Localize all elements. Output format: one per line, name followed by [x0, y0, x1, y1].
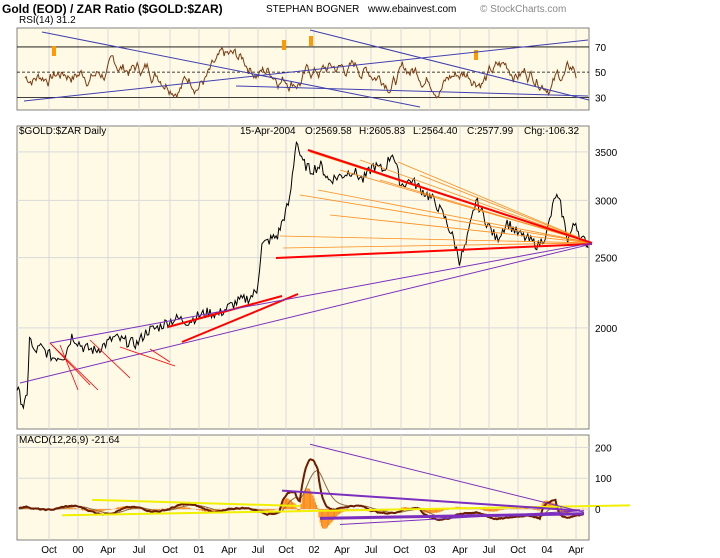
fan-line [419, 174, 593, 244]
readout-low: L:2564.40 [413, 126, 458, 137]
price-tick-label: 2500 [595, 254, 618, 265]
x-tick-label: Apr [221, 545, 237, 556]
purple-macd-trendline [339, 510, 585, 526]
price-panel-bg [16, 125, 590, 430]
flag-line [149, 348, 171, 363]
flag-line [59, 344, 79, 391]
macd-panel-bg [16, 434, 590, 541]
fan-line [279, 235, 593, 244]
purple-macd-trendline [319, 512, 585, 520]
rsi-overbought-fill [282, 40, 286, 50]
rsi-overbought-fill [52, 46, 56, 56]
fan-line [397, 161, 593, 244]
macd-tick-label: 0 [595, 505, 601, 516]
x-tick-label: Apr [100, 545, 116, 556]
macd-tick-label: 100 [595, 474, 612, 485]
price-tick-label: 2000 [595, 324, 618, 335]
trendline-layer [19, 29, 631, 526]
readout-close: C:2577.99 [467, 126, 514, 137]
x-tick-label: Jul [133, 545, 146, 556]
price-tick-label: 3000 [595, 196, 618, 207]
x-tick-label: Oct [393, 545, 409, 556]
x-tick-label: Oct [278, 545, 294, 556]
rsi-trendline [23, 39, 589, 102]
x-tick-label: 01 [193, 545, 205, 556]
rsi-panel-label: RSI(14) 31.2 [19, 15, 76, 26]
readout-high: H:2605.83 [359, 126, 406, 137]
rsi-trendline [309, 29, 590, 101]
x-tick-label: Oct [41, 545, 57, 556]
price-panel-label: $GOLD:$ZAR Daily [19, 126, 106, 137]
author-label: STEPHAN BOGNER [266, 4, 360, 15]
copyright-label: © StockCharts.com [480, 4, 567, 15]
red-channel-top [167, 295, 283, 328]
red-resistance-line [307, 149, 593, 244]
x-tick-label: Apr [568, 545, 584, 556]
x-tick-label: Apr [452, 545, 468, 556]
price-line [16, 140, 589, 410]
rsi-layer [24, 36, 577, 99]
rsi-overbought-fill [474, 50, 478, 60]
price-tick-label: 3500 [595, 148, 618, 159]
axis-layer: Oct 00 Apr Jul Oct 01 Apr Jul Oct 02 Apr Jul Oct 03 Ap… [41, 43, 617, 556]
red-channel-bottom [181, 293, 299, 343]
chart-title: Gold (EOD) / ZAR Ratio ($GOLD:$ZAR) [2, 2, 223, 16]
purple-trendline [19, 243, 593, 384]
flag-line [89, 339, 131, 379]
rsi-trendline [235, 85, 589, 97]
x-tick-label: Oct [510, 545, 526, 556]
x-tick-label: 02 [308, 545, 320, 556]
fan-line [329, 214, 593, 244]
red-support-line [275, 242, 593, 259]
website-label[interactable]: www.ebainvest.com [368, 4, 457, 15]
fan-line [282, 242, 593, 249]
fan-line [299, 194, 593, 244]
macd-tick-label: 200 [595, 443, 612, 454]
rsi-overbought-fill [309, 36, 313, 46]
rsi-tick-label: 30 [595, 93, 607, 104]
grid-layer [17, 28, 589, 540]
x-tick-label: Jul [365, 545, 378, 556]
rsi-tick-label: 70 [595, 43, 607, 54]
x-tick-label: Jul [483, 545, 496, 556]
readout-date: 15-Apr-2004 [240, 126, 296, 137]
purple-trendline [49, 242, 593, 344]
flag-line [119, 346, 176, 367]
fan-line [379, 179, 593, 244]
x-tick-label: 03 [424, 545, 436, 556]
fan-line [317, 189, 593, 244]
purple-macd-trendline [309, 443, 585, 513]
price-layer [16, 140, 589, 410]
x-tick-label: Jul [252, 545, 265, 556]
x-tick-label: Apr [334, 545, 350, 556]
rsi-line [24, 46, 577, 99]
x-tick-label: 00 [72, 545, 84, 556]
macd-panel-label: MACD(12,26,9) -21.64 [19, 435, 120, 446]
rsi-tick-label: 50 [595, 68, 607, 79]
rsi-trendline [41, 31, 421, 108]
purple-macd-trendline [281, 489, 581, 512]
fan-line [359, 159, 593, 244]
readout-change: Chg:-106.32 [524, 126, 579, 137]
x-tick-label: Oct [162, 545, 178, 556]
flag-line [49, 342, 91, 386]
yellow-trendline [91, 498, 301, 508]
readout-open: O:2569.58 [305, 126, 352, 137]
x-tick-label: 04 [541, 545, 553, 556]
